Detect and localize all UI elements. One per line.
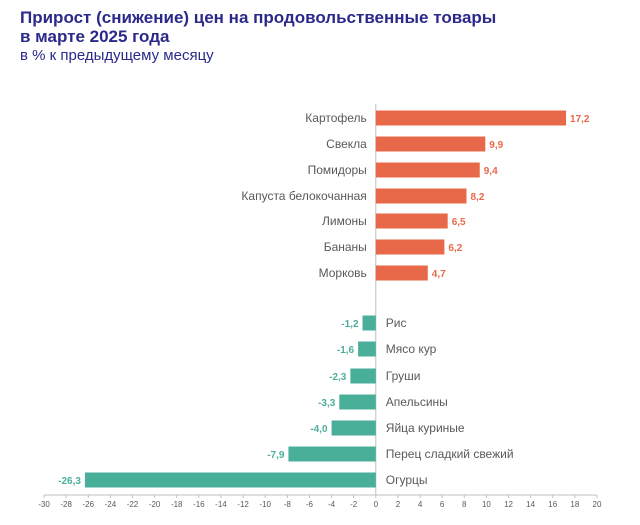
x-tick-label: 12 (504, 500, 513, 509)
x-tick-label: 4 (418, 500, 423, 509)
bar-3 (375, 162, 480, 178)
category-label: Лимоны (322, 214, 367, 228)
x-tick-label: 14 (526, 500, 535, 509)
category-label: Огурцы (386, 473, 428, 487)
x-tick-label: 0 (374, 500, 379, 509)
x-tick-label: -30 (38, 500, 50, 509)
bar-2 (375, 136, 486, 152)
bar-14 (84, 472, 376, 488)
value-label: -4,0 (310, 424, 328, 435)
x-tick-label: -12 (237, 500, 249, 509)
x-tick-label: -16 (193, 500, 205, 509)
x-tick-label: -26 (82, 500, 94, 509)
x-tick-label: -20 (149, 500, 161, 509)
x-tick-label: -28 (60, 500, 72, 509)
x-tick-label: 6 (440, 500, 445, 509)
x-tick-label: -18 (171, 500, 183, 509)
category-label: Рис (386, 316, 407, 330)
category-label: Бананы (324, 240, 367, 254)
category-label: Свекла (326, 137, 367, 151)
x-tick-label: -2 (350, 500, 358, 509)
category-label: Морковь (319, 266, 367, 280)
value-label: -7,9 (267, 450, 285, 461)
chart-title: Прирост (снижение) цен на продовольствен… (20, 8, 497, 46)
bar-9 (358, 341, 376, 357)
bar-5 (375, 213, 448, 229)
x-tick-label: -14 (215, 500, 227, 509)
category-label: Яйца куриные (386, 421, 465, 435)
bar-11 (339, 394, 376, 410)
x-tick-label: 2 (396, 500, 401, 509)
bar-8 (362, 315, 376, 331)
value-label: 9,4 (484, 166, 498, 177)
x-tick-label: -22 (127, 500, 139, 509)
x-tick-label: -10 (259, 500, 271, 509)
x-tick-label: 10 (482, 500, 491, 509)
category-label: Картофель (305, 111, 367, 125)
bar-7 (375, 265, 428, 281)
value-label: 4,7 (432, 269, 446, 280)
x-tick-label: -4 (328, 500, 336, 509)
value-label: 6,5 (452, 217, 466, 228)
value-label: -1,6 (337, 345, 355, 356)
x-tick-label: 16 (548, 500, 557, 509)
bar-4 (375, 188, 467, 204)
chart-subtitle: в % к предыдущему месяцу (20, 47, 214, 64)
value-label: -2,3 (329, 372, 347, 383)
category-label: Мясо кур (386, 342, 437, 356)
value-label: 9,9 (489, 140, 503, 151)
category-label: Апельсины (386, 395, 448, 409)
category-label: Капуста белокочанная (241, 189, 366, 203)
bar-6 (375, 239, 445, 255)
x-tick-label: 20 (593, 500, 602, 509)
category-label: Перец сладкий свежий (386, 447, 514, 461)
x-tick-label: -8 (284, 500, 292, 509)
x-tick-label: 8 (462, 500, 467, 509)
category-label: Помидоры (308, 163, 367, 177)
bar-10 (350, 368, 376, 384)
x-tick-label: 18 (570, 500, 579, 509)
bar-1 (375, 110, 567, 126)
value-label: 8,2 (470, 192, 484, 203)
value-label: -3,3 (318, 398, 336, 409)
value-label: 6,2 (448, 243, 462, 254)
x-tick-label: -24 (105, 500, 117, 509)
value-label: -1,2 (341, 319, 359, 330)
value-label: -26,3 (58, 476, 81, 487)
bar-12 (331, 420, 376, 436)
value-label: 17,2 (570, 114, 590, 125)
x-tick-label: -6 (306, 500, 314, 509)
bar-13 (288, 446, 376, 462)
category-label: Груши (386, 369, 421, 383)
